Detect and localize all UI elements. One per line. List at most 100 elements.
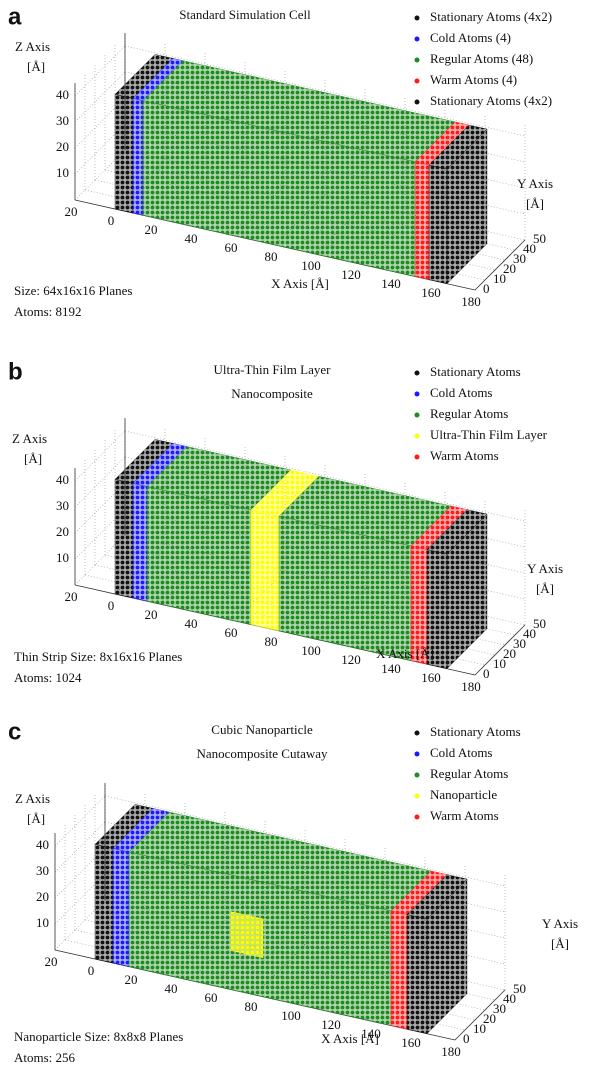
legend-marker xyxy=(414,730,420,736)
legend-label: Cold Atoms xyxy=(430,385,493,400)
legend-label: Cold Atoms (4) xyxy=(430,30,511,45)
legend-label: Nanoparticle xyxy=(430,787,497,802)
panel-label: c xyxy=(8,718,21,745)
legend-label: Warm Atoms (4) xyxy=(430,72,517,87)
x-tick-label: 160 xyxy=(401,1035,421,1050)
x-tick-label: 100 xyxy=(301,258,321,273)
legend-marker xyxy=(414,454,420,460)
y-tick-label: 30 xyxy=(513,251,526,266)
chart-title: Standard Simulation Cell xyxy=(179,7,311,22)
x-tick-label: 0 xyxy=(108,213,115,228)
legend-label: Stationary Atoms (4x2) xyxy=(430,9,552,24)
atom-block-front xyxy=(390,910,408,1030)
y-tick-label: 10 xyxy=(473,1021,486,1036)
x-tick-label: 140 xyxy=(361,1026,381,1041)
y-axis-label: [Å] xyxy=(536,581,554,596)
x-axis-label: X Axis [Å] xyxy=(376,646,434,661)
x-tick-label: 0 xyxy=(88,963,95,978)
x-tick-label: 80 xyxy=(265,634,278,649)
y-tick-label: 30 xyxy=(513,636,526,651)
chart-title: Nanocomposite xyxy=(231,386,313,401)
y-tick-label: 40 xyxy=(503,991,516,1006)
y-tick-label: 40 xyxy=(523,241,536,256)
atom-block-front xyxy=(146,486,252,625)
grid-line xyxy=(104,795,506,887)
x-tick-label: 0 xyxy=(108,598,115,613)
atom-block-side xyxy=(446,128,488,285)
x-tick-label: 80 xyxy=(245,999,258,1014)
atom-block-front xyxy=(94,844,114,964)
x-tick-label: 20 xyxy=(125,972,138,987)
y-tick-label: 50 xyxy=(533,616,546,631)
y-tick-label: 20 xyxy=(503,261,516,276)
x-tick-label: 100 xyxy=(281,1008,301,1023)
x-tick-label: 60 xyxy=(225,240,238,255)
legend-marker xyxy=(414,99,420,105)
x-tick-label: 20 xyxy=(145,607,158,622)
x-tick-label: 120 xyxy=(341,267,361,282)
legend-label: Regular Atoms xyxy=(430,766,508,781)
atom-block-front xyxy=(250,509,280,632)
grid-line xyxy=(74,45,126,97)
legend-marker xyxy=(414,412,420,418)
atom-block-front xyxy=(114,94,134,214)
atom-block-front xyxy=(114,479,134,599)
x-tick-label: 20 xyxy=(45,954,58,969)
axis-line xyxy=(474,624,526,676)
x-axis-label: X Axis [Å] xyxy=(321,1031,379,1046)
y-axis-label: [Å] xyxy=(526,196,544,211)
x-tick-label: 60 xyxy=(205,990,218,1005)
legend-marker xyxy=(414,793,420,799)
legend-marker xyxy=(414,433,420,439)
legend-label: Stationary Atoms xyxy=(430,724,521,739)
grid-line xyxy=(74,430,126,482)
y-axis-label: Y Axis xyxy=(517,176,553,191)
z-axis-label: Z Axis xyxy=(12,431,47,446)
note: Atoms: 8192 xyxy=(14,304,82,319)
x-tick-label: 140 xyxy=(381,276,401,291)
x-tick-label: 160 xyxy=(421,670,441,685)
z-tick-label: 30 xyxy=(56,498,69,513)
x-tick-label: 140 xyxy=(381,661,401,676)
y-axis-label: [Å] xyxy=(551,936,569,951)
z-tick-label: 40 xyxy=(56,472,69,487)
y-tick-label: 40 xyxy=(523,626,536,641)
x-tick-label: 40 xyxy=(165,981,178,996)
x-tick-label: 20 xyxy=(65,589,78,604)
z-tick-label: 20 xyxy=(56,139,69,154)
chart-title: Nanocomposite Cutaway xyxy=(196,746,328,761)
x-axis-label: X Axis [Å] xyxy=(271,276,329,291)
note: Size: 64x16x16 Planes xyxy=(14,283,132,298)
atom-block-front xyxy=(132,483,148,602)
chart-title: Ultra-Thin Film Layer xyxy=(214,362,332,377)
legend-label: Ultra-Thin Film Layer xyxy=(430,427,548,442)
atom-block-front xyxy=(414,161,430,280)
y-tick-label: 0 xyxy=(483,281,490,296)
chart-title: Cubic Nanoparticle xyxy=(211,722,313,737)
atom-block-side xyxy=(426,878,468,1035)
note: Thin Strip Size: 8x16x16 Planes xyxy=(14,649,182,664)
z-tick-label: 20 xyxy=(56,524,69,539)
legend-marker xyxy=(414,57,420,63)
legend-label: Regular Atoms (48) xyxy=(430,51,533,66)
y-tick-label: 50 xyxy=(533,231,546,246)
note: Atoms: 256 xyxy=(14,1050,76,1065)
z-tick-label: 30 xyxy=(56,113,69,128)
legend-label: Warm Atoms xyxy=(430,808,499,823)
x-tick-label: 120 xyxy=(321,1017,341,1032)
legend-label: Stationary Atoms xyxy=(430,364,521,379)
note: Nanoparticle Size: 8x8x8 Planes xyxy=(14,1029,183,1044)
x-tick-label: 20 xyxy=(145,222,158,237)
legend-marker xyxy=(414,814,420,820)
legend-marker xyxy=(414,751,420,757)
z-tick-label: 10 xyxy=(56,165,69,180)
axis-line xyxy=(474,239,526,291)
grid-line xyxy=(124,430,526,522)
legend-marker xyxy=(414,36,420,42)
z-axis-label: [Å] xyxy=(24,451,42,466)
panel-label: b xyxy=(8,358,23,385)
z-tick-label: 20 xyxy=(36,889,49,904)
y-axis-label: Y Axis xyxy=(527,561,563,576)
